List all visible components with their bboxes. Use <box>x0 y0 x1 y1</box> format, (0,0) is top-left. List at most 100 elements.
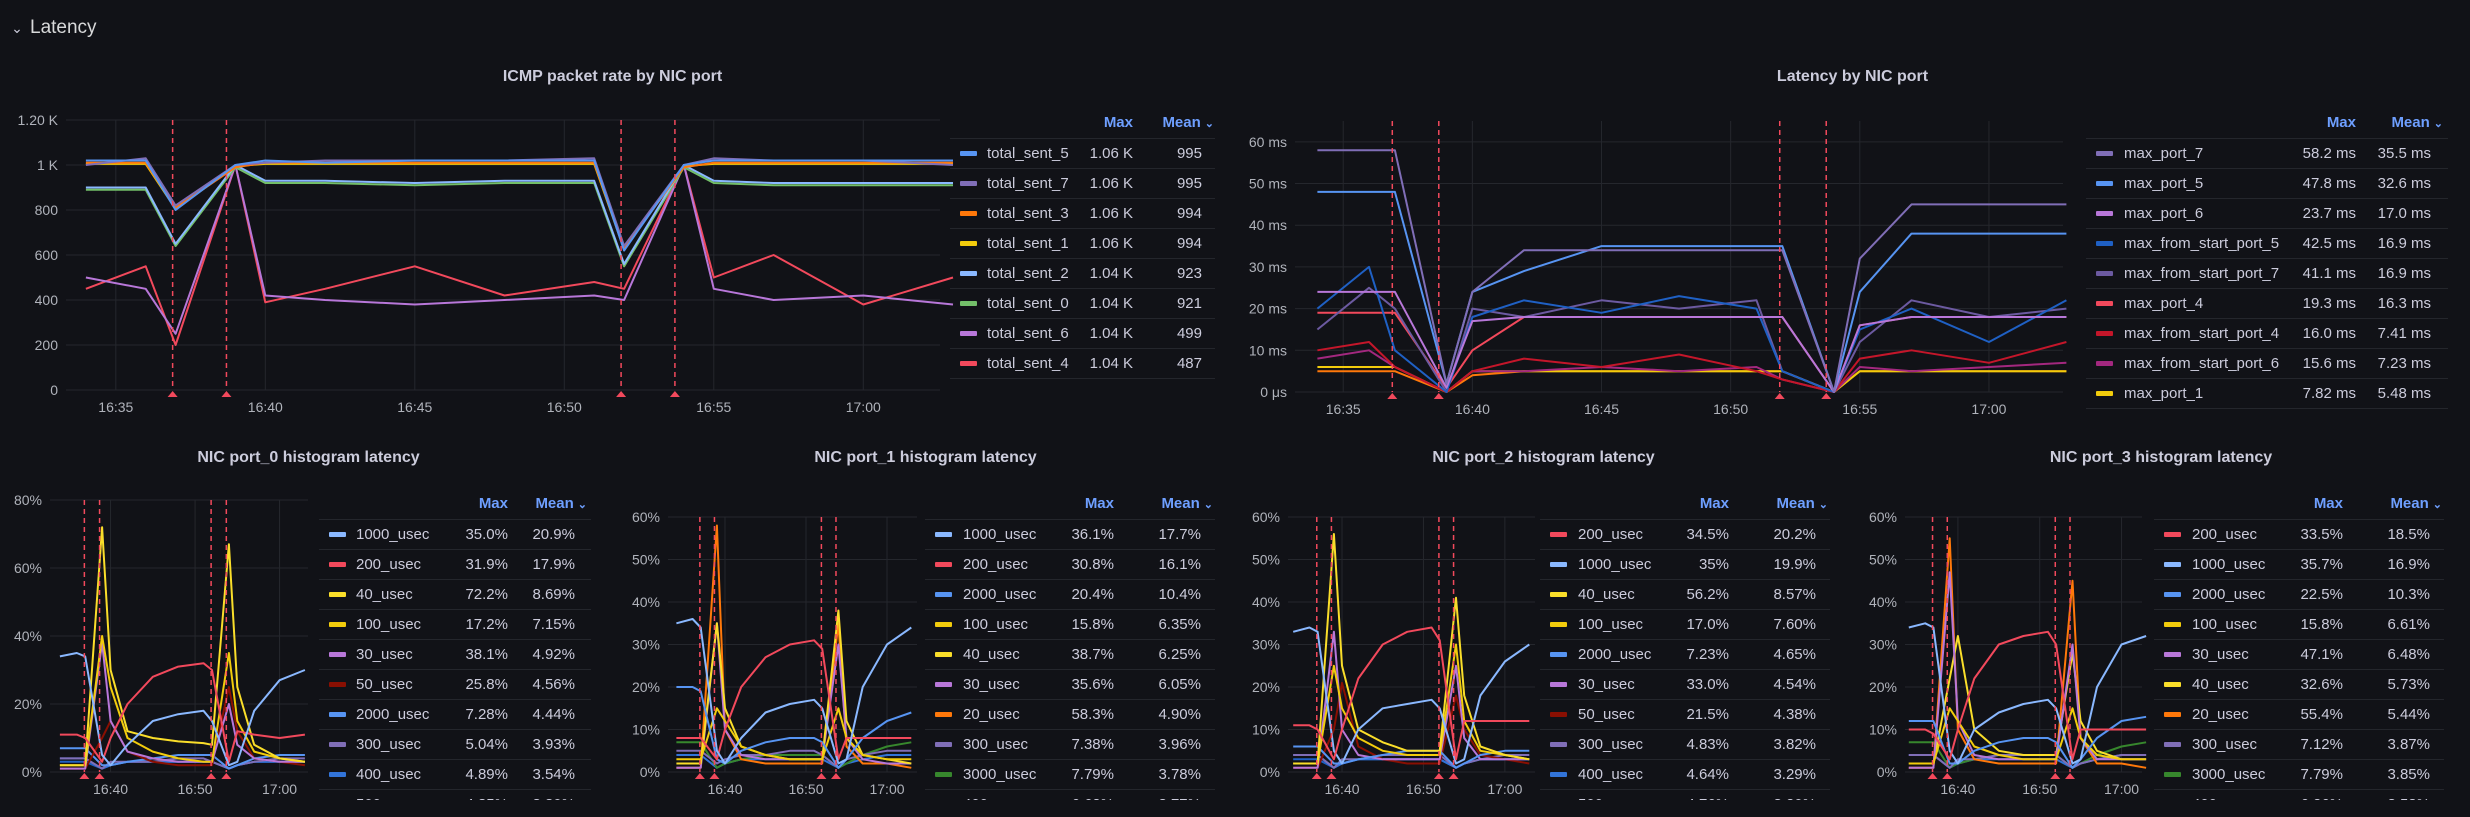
legend-header-max[interactable]: Max <box>478 495 508 512</box>
annotation-marker-icon[interactable] <box>1774 393 1785 399</box>
legend-row[interactable]: 40_usec 38.7% 6.25% <box>925 640 1215 670</box>
legend-row[interactable]: 400_usec 6.26% 3.53% <box>2154 790 2444 800</box>
legend-header-mean[interactable]: Mean ⌄ <box>2390 495 2442 512</box>
series-line-max_port_3[interactable] <box>1317 370 2067 393</box>
series-line-100_usec[interactable] <box>1293 643 1530 765</box>
legend-row[interactable]: 100_usec 17.0% 7.60% <box>1540 610 1830 640</box>
legend-row[interactable]: 100_usec 17.2% 7.15% <box>319 610 591 640</box>
legend-header-max[interactable]: Max <box>2326 114 2356 131</box>
series-line-40_usec[interactable] <box>1293 533 1530 765</box>
legend-header-mean[interactable]: Mean ⌄ <box>2391 114 2443 131</box>
legend-row[interactable]: 500_usec 4.85% 3.30% <box>319 790 591 800</box>
chart-0[interactable]: 0 200 400 600 800 1 K 1.20 K 16:35 16:40 16:45 16:… <box>18 112 954 415</box>
legend-row[interactable]: max_port_6 23.7 ms 17.0 ms <box>2086 199 2448 229</box>
chart-3[interactable]: 0% 10% 20% 30% 40% 50% 60% 16:40 16:50 17:00 <box>632 509 917 797</box>
annotation-marker-icon[interactable] <box>1433 393 1444 399</box>
panel-title[interactable]: NIC port_2 histogram latency <box>1432 449 1655 466</box>
legend-row[interactable]: 20_usec 55.4% 5.44% <box>2154 700 2444 730</box>
series-line-30_usec[interactable] <box>1293 630 1530 769</box>
legend-row[interactable]: total_sent_1 1.06 K 994 <box>950 229 1215 259</box>
annotation-marker-icon[interactable] <box>1326 773 1337 779</box>
panel-title[interactable]: ICMP packet rate by NIC port <box>502 68 723 85</box>
series-line-max_from_start_port_7[interactable] <box>1316 286 2067 393</box>
annotation-marker-icon[interactable] <box>2050 773 2061 779</box>
legend-row[interactable]: max_port_1 7.82 ms 5.48 ms <box>2086 379 2448 409</box>
series-line-total_sent_1[interactable] <box>85 162 953 251</box>
legend-row[interactable]: 30_usec 47.1% 6.48% <box>2154 640 2444 670</box>
annotation-marker-icon[interactable] <box>167 391 178 397</box>
chart-4[interactable]: 0% 10% 20% 30% 40% 50% 60% 16:40 16:50 17:00 <box>1252 509 1535 797</box>
annotation-marker-icon[interactable] <box>616 391 627 397</box>
legend-row[interactable]: total_sent_5 1.06 K 995 <box>950 139 1215 169</box>
series-line-20_usec[interactable] <box>676 524 912 769</box>
legend-header-max[interactable]: Max <box>1103 114 1133 131</box>
legend-header-max[interactable]: Max <box>1084 495 1114 512</box>
series-line-max_from_start_port_5[interactable] <box>1316 265 2067 393</box>
series-line-total_sent_2[interactable] <box>85 164 953 265</box>
annotation-marker-icon[interactable] <box>1927 773 1938 779</box>
series-line-100_usec[interactable] <box>1908 707 2147 765</box>
legend-row[interactable]: total_sent_0 1.04 K 921 <box>950 289 1215 319</box>
legend-row[interactable]: 1000_usec 35.7% 16.9% <box>2154 550 2444 580</box>
legend-row[interactable]: 1000_usec 35.0% 20.9% <box>319 520 591 550</box>
legend-row[interactable]: total_sent_7 1.06 K 995 <box>950 169 1215 199</box>
legend-row[interactable]: 50_usec 25.8% 4.56% <box>319 670 591 700</box>
series-line-total_sent_6[interactable] <box>85 164 954 335</box>
legend-header-mean[interactable]: Mean ⌄ <box>1161 495 1213 512</box>
legend-row[interactable]: 500_usec 4.76% 3.20% <box>1540 790 1830 800</box>
legend-row[interactable]: 300_usec 7.38% 3.96% <box>925 730 1215 760</box>
legend-row[interactable]: max_from_start_port_7 41.1 ms 16.9 ms <box>2086 259 2448 289</box>
annotation-marker-icon[interactable] <box>1433 773 1444 779</box>
legend-row[interactable]: total_sent_2 1.04 K 923 <box>950 259 1215 289</box>
legend-row[interactable]: max_port_7 58.2 ms 35.5 ms <box>2086 139 2448 169</box>
legend-header-mean[interactable]: Mean ⌄ <box>1776 495 1828 512</box>
legend-row[interactable]: 2000_usec 7.28% 4.44% <box>319 700 591 730</box>
legend-row[interactable]: 200_usec 34.5% 20.2% <box>1540 520 1830 550</box>
legend-header-max[interactable]: Max <box>1699 495 1729 512</box>
series-line-2000_usec[interactable] <box>1908 715 2147 769</box>
annotation-marker-icon[interactable] <box>79 773 90 779</box>
row-header-latency[interactable]: ⌄ Latency <box>10 14 96 42</box>
annotation-marker-icon[interactable] <box>816 773 827 779</box>
legend-row[interactable]: 100_usec 15.8% 6.61% <box>2154 610 2444 640</box>
annotation-marker-icon[interactable] <box>830 773 841 779</box>
annotation-marker-icon[interactable] <box>1448 773 1459 779</box>
series-line-total_sent_0[interactable] <box>85 166 953 268</box>
annotation-marker-icon[interactable] <box>206 773 217 779</box>
annotation-marker-icon[interactable] <box>2065 773 2075 779</box>
series-line-total_sent_5[interactable] <box>85 159 953 252</box>
legend-row[interactable]: max_port_5 47.8 ms 32.6 ms <box>2086 169 2448 199</box>
series-line-50_usec[interactable] <box>1293 681 1530 769</box>
panel-title[interactable]: NIC port_1 histogram latency <box>814 449 1037 466</box>
legend-row[interactable]: total_sent_3 1.06 K 994 <box>950 199 1215 229</box>
legend-row[interactable]: 200_usec 30.8% 16.1% <box>925 550 1215 580</box>
legend-row[interactable]: 2000_usec 20.4% 10.4% <box>925 580 1215 610</box>
series-line-1000_usec[interactable] <box>1908 622 2147 765</box>
legend-row[interactable]: 50_usec 21.5% 4.38% <box>1540 700 1830 730</box>
series-line-200_usec[interactable] <box>1293 626 1530 761</box>
series-line-200_usec[interactable] <box>59 662 306 763</box>
legend-row[interactable]: 200_usec 31.9% 17.9% <box>319 550 591 580</box>
series-line-50_usec[interactable] <box>59 686 306 770</box>
legend-row[interactable]: 3000_usec 7.79% 3.85% <box>2154 760 2444 790</box>
legend-row[interactable]: max_from_start_port_5 42.5 ms 16.9 ms <box>2086 229 2448 259</box>
legend-row[interactable]: 400_usec 6.62% 3.77% <box>925 790 1215 800</box>
legend-row[interactable]: max_port_4 19.3 ms 16.3 ms <box>2086 289 2448 319</box>
annotation-marker-icon[interactable] <box>694 773 705 779</box>
legend-row[interactable]: 30_usec 33.0% 4.54% <box>1540 670 1830 700</box>
legend-row[interactable]: 3000_usec 7.79% 3.78% <box>925 760 1215 790</box>
series-line-40_usec[interactable] <box>1908 635 2147 765</box>
series-line-200_usec[interactable] <box>676 639 912 761</box>
legend-row[interactable]: 2000_usec 22.5% 10.3% <box>2154 580 2444 610</box>
legend-row[interactable]: max_from_start_port_4 16.0 ms 7.41 ms <box>2086 319 2448 349</box>
series-line-total_sent_7[interactable] <box>85 157 954 247</box>
annotation-marker-icon[interactable] <box>221 391 232 397</box>
series-line-1000_usec[interactable] <box>1292 626 1530 765</box>
legend-row[interactable]: total_sent_4 1.04 K 487 <box>950 349 1215 379</box>
series-line-max_from_start_port_4[interactable] <box>1317 341 2067 393</box>
legend-header-max[interactable]: Max <box>2313 495 2343 512</box>
legend-row[interactable]: 300_usec 7.12% 3.87% <box>2154 730 2444 760</box>
series-line-100_usec[interactable] <box>59 635 306 767</box>
annotation-marker-icon[interactable] <box>221 773 232 779</box>
chart-5[interactable]: 0% 10% 20% 30% 40% 50% 60% 16:40 16:50 17:00 <box>1869 509 2147 797</box>
